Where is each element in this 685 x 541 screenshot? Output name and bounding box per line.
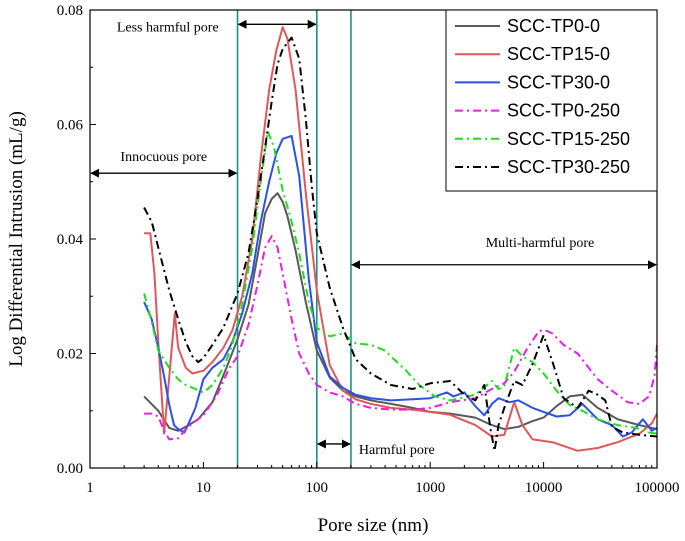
legend-label-5: SCC-TP30-250 [507,157,630,177]
annotation-label-multi-harmful: Multi-harmful pore [486,236,594,251]
pore-annotations: Innocuous pore Less harmful pore Harmful p… [90,19,657,458]
legend-box [445,9,658,192]
y-tick-label: 0.04 [57,232,84,248]
y-tick-label: 0.02 [57,347,83,363]
x-tick-label: 1 [86,480,94,496]
series-line-0 [143,192,657,432]
y-tick-label: 0.00 [57,461,83,477]
legend-label-3: SCC-TP0-250 [507,101,620,121]
series-line-5 [143,36,657,452]
x-tick-label: 100 [306,480,329,496]
data-series [143,26,657,452]
x-tick-label: 100000 [635,480,680,496]
series-line-4 [143,130,657,435]
annotation-label-harmful: Harmful pore [359,443,435,458]
annotation-label-less-harmful: Less harmful pore [117,20,219,35]
series-line-1 [144,26,657,452]
legend: SCC-TP0-0 SCC-TP15-0 SCC-TP30-0 SCC-TP0-250… [445,9,658,192]
legend-label-0: SCC-TP0-0 [507,16,600,36]
series-line-3 [144,235,657,441]
x-tick-label: 10 [196,480,211,496]
x-tick-label: 1000 [415,480,445,496]
annotation-label-innocuous: Innocuous pore [120,150,207,165]
legend-label-2: SCC-TP30-0 [507,72,610,92]
x-tick-label: 10000 [525,480,563,496]
legend-label-4: SCC-TP15-250 [507,129,630,149]
axis-ticks: 1 10 100 1000 10000 100000 0.00 0.02 0.04 0.06 0.0… [57,3,680,496]
x-axis-title: Pore size (nm) [318,515,429,536]
y-tick-label: 0.06 [57,118,84,134]
legend-label-1: SCC-TP15-0 [507,44,610,64]
y-axis-title: Log Differential Intrusion (mL/g) [6,111,27,367]
series-line-2 [143,134,657,438]
y-tick-label: 0.08 [57,3,83,19]
